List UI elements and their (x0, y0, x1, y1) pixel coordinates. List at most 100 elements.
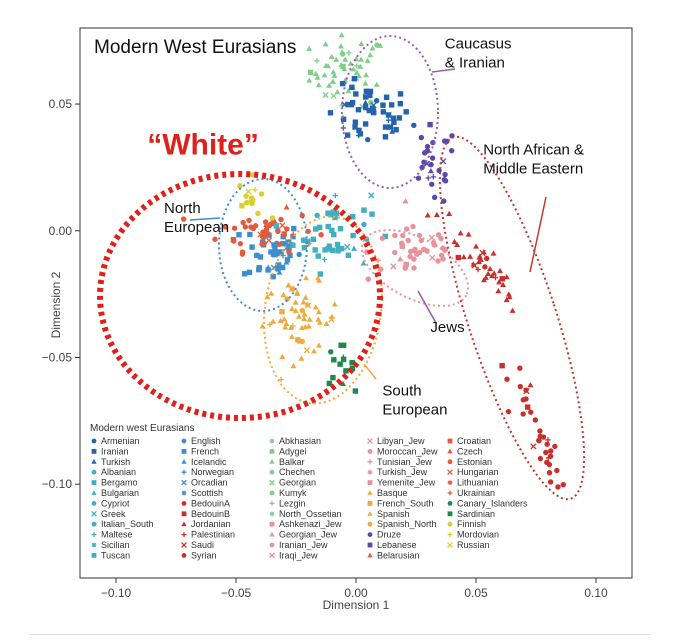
data-point (303, 274, 310, 281)
data-point (345, 252, 352, 259)
data-point (362, 121, 369, 127)
data-point (482, 264, 488, 270)
data-point (331, 231, 337, 238)
y-tick-label: 0.00 (49, 224, 73, 238)
data-point (489, 272, 496, 279)
data-point (315, 342, 322, 348)
data-point (231, 238, 237, 244)
data-point (373, 98, 380, 104)
data-point (280, 291, 287, 298)
data-point (286, 245, 292, 251)
data-point (446, 210, 453, 217)
data-point (397, 100, 404, 107)
legend-marker (269, 521, 275, 527)
data-point (527, 382, 534, 388)
data-point (321, 256, 328, 263)
data-point (425, 175, 431, 181)
legend-entry: Ukrainian (457, 488, 495, 498)
legend-marker (367, 449, 373, 454)
data-point (496, 279, 503, 285)
data-point (331, 357, 337, 363)
data-point (366, 107, 372, 114)
data-point (290, 242, 296, 248)
cluster-outlines (97, 35, 586, 501)
data-point (344, 132, 351, 138)
data-point (257, 254, 264, 260)
data-point (400, 232, 406, 239)
data-point (435, 258, 441, 264)
data-point (333, 210, 340, 217)
legend-marker (91, 510, 97, 517)
data-point (333, 56, 340, 62)
data-point (403, 109, 409, 115)
data-point (272, 245, 278, 251)
bottom-divider (30, 634, 650, 635)
data-point (334, 88, 341, 95)
data-point (259, 241, 265, 247)
data-point (339, 245, 345, 252)
data-point (393, 127, 399, 133)
data-point (517, 383, 524, 390)
data-point (455, 254, 462, 261)
data-point (350, 232, 356, 239)
legend-marker (91, 480, 97, 485)
data-point (299, 338, 305, 345)
data-point (352, 124, 358, 130)
data-point (340, 116, 347, 123)
legend-marker (91, 459, 97, 464)
data-point (279, 264, 286, 271)
data-point (402, 265, 409, 271)
data-point (329, 227, 335, 234)
legend-marker (447, 469, 453, 476)
data-point (357, 131, 364, 137)
legend-marker (269, 531, 275, 537)
data-point (380, 109, 387, 115)
legend-marker (367, 438, 373, 444)
data-point (411, 265, 417, 271)
y-tick-label: 0.05 (49, 97, 73, 111)
legend-marker (91, 553, 97, 558)
data-point (503, 296, 510, 303)
data-point (337, 361, 343, 367)
data-point (314, 212, 320, 218)
data-point (331, 72, 338, 78)
data-point (380, 102, 386, 108)
data-point (346, 50, 352, 56)
data-point (307, 69, 314, 76)
legend-entry: Cypriot (101, 498, 130, 508)
data-point (325, 223, 331, 230)
data-point (237, 240, 244, 247)
data-point (340, 354, 347, 360)
data-point (236, 232, 242, 238)
data-point (405, 237, 411, 244)
legend-entry: Armenian (101, 436, 140, 446)
data-point (505, 291, 512, 297)
data-point (353, 69, 360, 75)
data-point (354, 63, 360, 69)
north-african-middle-eastern-ellipse (438, 135, 586, 501)
data-point (368, 192, 375, 199)
data-point (310, 236, 317, 243)
data-point (454, 241, 461, 248)
legend-entry: Chechen (279, 467, 315, 477)
legend-entry: Lithuanian (457, 478, 499, 488)
data-point (239, 203, 245, 209)
legend-marker (91, 521, 97, 527)
data-point (448, 147, 455, 154)
data-point (294, 290, 301, 297)
legend-marker (269, 449, 275, 454)
legend-entry: Maltese (101, 530, 133, 540)
data-point (480, 249, 487, 255)
data-point (299, 307, 305, 314)
data-point (442, 171, 448, 178)
data-point (392, 232, 398, 239)
data-point (355, 107, 362, 113)
data-point (391, 119, 397, 125)
data-point (399, 240, 405, 246)
data-points (180, 32, 566, 490)
data-point (351, 76, 358, 82)
data-point (312, 304, 319, 310)
data-point (537, 455, 544, 462)
data-point (337, 225, 344, 232)
legend-entry: Basque (377, 488, 408, 498)
